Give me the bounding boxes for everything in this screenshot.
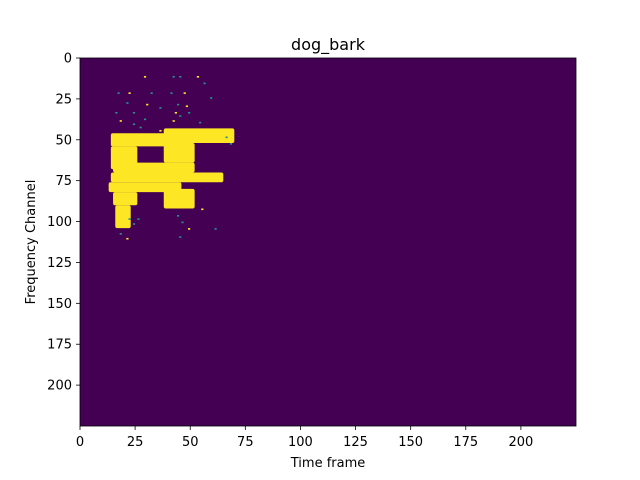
heatmap-scatter-cell [159, 129, 162, 132]
heatmap-scatter-cell [214, 228, 217, 230]
x-axis: 0 25 50 75 100 125 150 175 200 [76, 426, 533, 450]
heatmap-active-region [108, 182, 182, 193]
heatmap-scatter-cell [229, 143, 233, 145]
x-tick-label: 25 [127, 435, 144, 450]
y-tick-label: 125 [47, 256, 72, 271]
x-tick-label: 175 [453, 435, 478, 450]
heatmap-scatter-cell [185, 105, 189, 108]
heatmap-plot-area [80, 58, 576, 426]
heatmap-active-region [110, 133, 169, 147]
x-tick-label: 50 [182, 435, 199, 450]
x-tick-label: 125 [343, 435, 368, 450]
heatmap-scatter-cell [201, 208, 204, 211]
x-tick-label: 150 [398, 435, 423, 450]
heatmap-scatter-cell [126, 102, 129, 104]
heatmap-scatter-cell [225, 136, 228, 139]
heatmap-active-region [163, 128, 235, 144]
heatmap-scatter-cell [143, 75, 147, 78]
heatmap-scatter-cell [150, 92, 153, 94]
heatmap-scatter-cell [174, 111, 177, 114]
x-tick-label: 100 [288, 435, 313, 450]
heatmap-scatter-cell [117, 92, 120, 94]
heatmap-scatter-cell [119, 233, 122, 235]
x-tick-label: 0 [76, 435, 84, 450]
heatmap-scatter-cell [188, 111, 191, 114]
heatmap-scatter-cell [143, 118, 147, 121]
heatmap-scatter-cell [170, 92, 173, 94]
heatmap-scatter-cell [199, 121, 202, 124]
heatmap-active-region [113, 162, 195, 173]
heatmap-scatter-cell [132, 123, 136, 126]
y-tick-label: 150 [47, 297, 72, 312]
heatmap-active-region [163, 143, 195, 163]
y-axis: 0 25 50 75 100 125 150 175 200 [47, 52, 80, 394]
x-axis-label: Time frame [290, 456, 366, 471]
heatmap-scatter-cell [137, 218, 140, 220]
y-tick-label: 200 [47, 379, 72, 394]
y-tick-label: 75 [55, 174, 72, 189]
heatmap-scatter-cell [132, 223, 136, 225]
heatmap-scatter-cell [210, 97, 213, 99]
heatmap-scatter-cell [159, 107, 162, 109]
heatmap-scatter-cell [172, 120, 175, 122]
heatmap-scatter-cell [126, 237, 129, 240]
heatmap-scatter-cell [119, 224, 122, 227]
y-tick-label: 175 [47, 338, 72, 353]
heatmap-scatter-cell [115, 111, 118, 114]
heatmap-scatter-cell [176, 103, 180, 106]
heatmap-scatter-cell [179, 115, 182, 117]
y-axis-label: Frequency Channel [24, 180, 39, 305]
y-tick-label: 25 [55, 92, 72, 107]
heatmap-active-region [113, 192, 138, 206]
heatmap-cells [108, 75, 235, 240]
chart-title: dog_bark [291, 35, 366, 55]
heatmap-scatter-cell [203, 82, 206, 85]
heatmap-scatter-cell [128, 92, 131, 94]
heatmap-scatter-cell [117, 213, 120, 216]
heatmap-active-region [163, 188, 195, 209]
y-tick-label: 100 [47, 215, 72, 230]
heatmap-active-region [110, 172, 224, 183]
heatmap-scatter-cell [188, 228, 191, 230]
heatmap-scatter-cell [119, 120, 122, 122]
plot-frame [79, 57, 577, 427]
heatmap-scatter-cell [196, 75, 200, 78]
heatmap-scatter-cell [183, 92, 186, 94]
y-tick-label: 50 [55, 133, 72, 148]
y-tick-label: 0 [64, 52, 72, 67]
x-tick-label: 200 [508, 435, 533, 450]
heatmap-scatter-cell [128, 218, 131, 220]
x-tick-label: 75 [237, 435, 254, 450]
heatmap-active-region [115, 205, 131, 229]
heatmap-scatter-cell [146, 103, 149, 106]
heatmap-scatter-cell [179, 75, 182, 78]
heatmap-scatter-cell [179, 236, 182, 238]
heatmap-scatter-cell [172, 75, 175, 78]
heatmap-scatter-cell [139, 126, 142, 129]
heatmap-scatter-cell [132, 111, 136, 114]
heatmap-scatter-cell [176, 215, 180, 217]
heatmap-scatter-cell [181, 221, 184, 224]
